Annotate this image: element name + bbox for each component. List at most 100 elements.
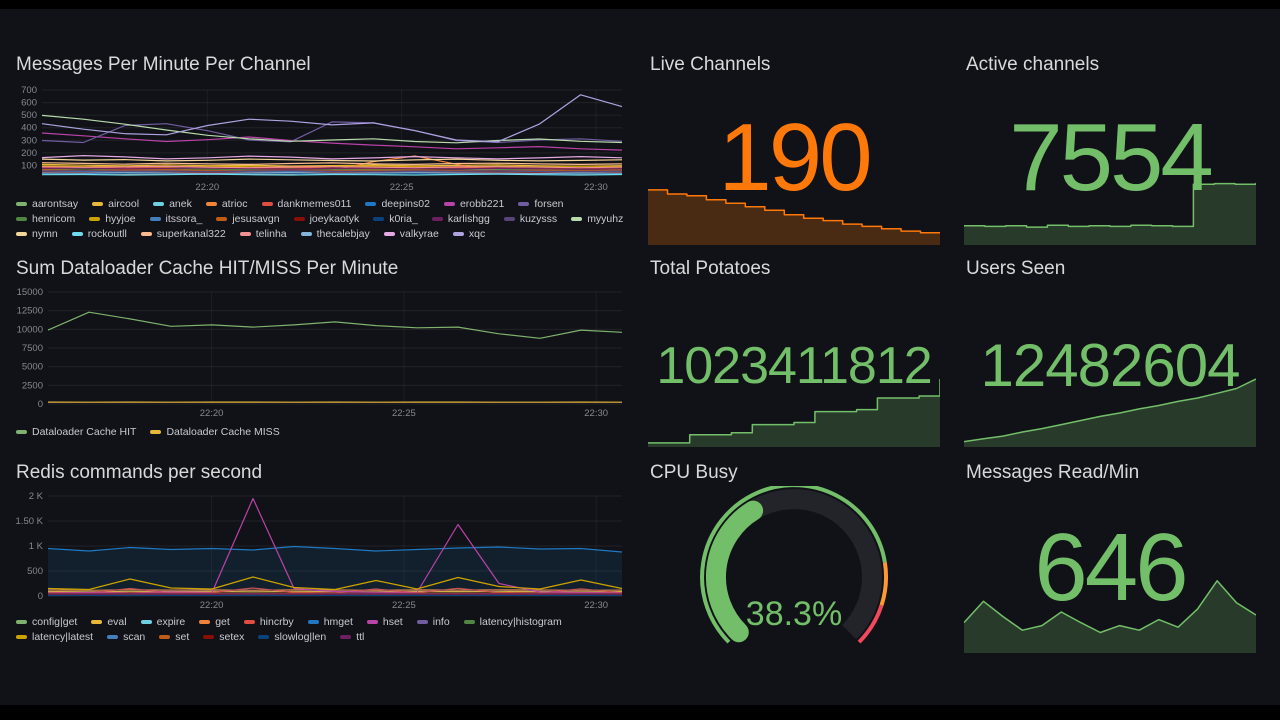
legend-item[interactable]: myyuhz xyxy=(571,213,623,225)
legend-series-swatch xyxy=(307,620,319,624)
legend-series-swatch xyxy=(300,232,312,236)
legend-item[interactable]: rockoutll xyxy=(71,228,127,240)
svg-text:10000: 10000 xyxy=(17,324,43,335)
legend-item[interactable]: dankmemes011 xyxy=(261,198,351,210)
legend-item[interactable]: ttl xyxy=(340,631,364,643)
legend-item[interactable]: latency|histogram xyxy=(463,616,562,628)
legend-item[interactable]: expire xyxy=(140,616,185,628)
legend-item[interactable]: hincrby xyxy=(243,616,294,628)
legend-item[interactable]: telinha xyxy=(239,228,287,240)
legend-series-label: karlishgg xyxy=(447,213,490,225)
legend-item[interactable]: slowlog|len xyxy=(258,631,326,643)
legend-series-label: Dataloader Cache MISS xyxy=(166,426,280,438)
legend-series-swatch xyxy=(463,620,475,624)
legend-item[interactable]: atrioc xyxy=(205,198,248,210)
redis-legend: config|get eval expire get hincrby hmget hset i… xyxy=(16,616,626,643)
legend-series-swatch xyxy=(383,232,395,236)
legend-series-label: valkyrae xyxy=(399,228,439,240)
legend-item[interactable]: k0ria_ xyxy=(373,213,418,225)
legend-item[interactable]: forsen xyxy=(518,198,564,210)
legend-item[interactable]: deepins02 xyxy=(365,198,430,210)
dataloader-plot: 0 2500 5000 7500 10000 12500 15000 22:20 22:25 22… xyxy=(17,287,623,419)
legend-series-swatch xyxy=(571,217,583,221)
legend-series-swatch xyxy=(239,232,251,236)
legend-series-label: forsen xyxy=(534,198,564,210)
legend-item[interactable]: set xyxy=(159,631,189,643)
legend-series-label: set xyxy=(175,631,190,643)
legend-item[interactable]: joeykaotyk xyxy=(293,213,359,225)
legend-item[interactable]: hyyjoe xyxy=(89,213,136,225)
legend-series-swatch xyxy=(373,217,385,221)
live-channels-value: 190 xyxy=(718,104,872,211)
dataloader-chart[interactable]: 0 2500 5000 7500 10000 12500 15000 22:20 22:25 22… xyxy=(8,286,628,420)
legend-item[interactable]: nymn xyxy=(16,228,58,240)
legend-item[interactable]: aarontsay xyxy=(16,198,78,210)
panel-title-live-channels: Live Channels xyxy=(650,54,771,75)
legend-series-swatch xyxy=(92,202,104,206)
legend-series-swatch xyxy=(261,202,273,206)
legend-item[interactable]: karlishgg xyxy=(431,213,490,225)
legend-series-swatch xyxy=(366,620,378,624)
messages-legend: aarontsay aircool anek atrioc dankmemes011 de… xyxy=(16,198,626,240)
legend-item[interactable]: latency|latest xyxy=(16,631,93,643)
svg-text:700: 700 xyxy=(21,85,37,96)
legend-series-swatch xyxy=(443,202,455,206)
legend-series-label: telinha xyxy=(255,228,287,240)
legend-series-swatch xyxy=(205,202,217,206)
legend-item[interactable]: hset xyxy=(366,616,403,628)
panel-live-channels: Live Channels 190 xyxy=(648,48,940,252)
legend-series-label: eval xyxy=(107,616,127,628)
panel-redis-commands: Redis commands per second 0 500 1 K 1.50 K 2… xyxy=(8,456,630,656)
dataloader-legend: Dataloader Cache HIT Dataloader Cache MIS… xyxy=(16,426,626,438)
redis-plot: 0 500 1 K 1.50 K 2 K 22:20 22:25 22:30 xyxy=(16,491,623,611)
legend-series-label: k0ria_ xyxy=(389,213,418,225)
svg-text:22:30: 22:30 xyxy=(584,408,608,419)
users-seen-spark-svg xyxy=(964,378,1256,447)
legend-item[interactable]: Dataloader Cache MISS xyxy=(150,426,280,438)
legend-item[interactable]: erobb221 xyxy=(443,198,505,210)
legend-item[interactable]: setex xyxy=(203,631,244,643)
svg-text:500: 500 xyxy=(27,566,43,577)
legend-item[interactable]: jesusavgn xyxy=(216,213,280,225)
legend-item[interactable]: info xyxy=(416,616,450,628)
legend-item[interactable]: get xyxy=(199,616,230,628)
legend-series-swatch xyxy=(159,635,171,639)
svg-text:22:20: 22:20 xyxy=(200,600,224,611)
legend-item[interactable]: eval xyxy=(91,616,127,628)
legend-item[interactable]: thecalebjay xyxy=(300,228,370,240)
legend-item[interactable]: aircool xyxy=(92,198,139,210)
legend-series-label: hmget xyxy=(323,616,353,628)
legend-item[interactable]: anek xyxy=(153,198,192,210)
legend-series-label: erobb221 xyxy=(459,198,505,210)
total-potatoes-sparkline xyxy=(648,377,940,447)
legend-item[interactable]: valkyrae xyxy=(383,228,439,240)
legend-item[interactable]: scan xyxy=(107,631,145,643)
legend-item[interactable]: henricom xyxy=(16,213,75,225)
legend-item[interactable]: hmget xyxy=(307,616,353,628)
svg-text:200: 200 xyxy=(21,148,37,159)
svg-text:22:30: 22:30 xyxy=(584,182,608,193)
redis-chart[interactable]: 0 500 1 K 1.50 K 2 K 22:20 22:25 22:30 xyxy=(8,490,628,612)
legend-item[interactable]: superkanal322 xyxy=(140,228,226,240)
active-channels-sparkline xyxy=(964,179,1256,245)
panel-title-dataloader: Sum Dataloader Cache HIT/MISS Per Minute xyxy=(16,258,399,279)
legend-item[interactable]: kuzysss xyxy=(503,213,557,225)
legend-item[interactable]: itssora_ xyxy=(149,213,202,225)
legend-item[interactable]: Dataloader Cache HIT xyxy=(16,426,136,438)
legend-series-label: ttl xyxy=(356,631,365,643)
svg-text:7500: 7500 xyxy=(22,343,43,354)
legend-series-swatch xyxy=(431,217,443,221)
legend-series-swatch xyxy=(518,202,530,206)
messages-chart[interactable]: 100 200 300 400 500 600 700 22:20 22:25 22:30 xyxy=(8,84,628,194)
svg-text:400: 400 xyxy=(21,123,37,134)
svg-text:15000: 15000 xyxy=(17,287,43,298)
users-seen-sparkline xyxy=(964,377,1256,447)
legend-series-swatch xyxy=(16,620,27,624)
cpu-busy-gauge xyxy=(648,486,940,656)
top-black-bar xyxy=(0,0,1280,9)
users-seen-value: 12482604 xyxy=(980,331,1241,399)
legend-item[interactable]: xqc xyxy=(452,228,485,240)
legend-item[interactable]: config|get xyxy=(16,616,77,628)
legend-series-label: jesusavgn xyxy=(232,213,280,225)
